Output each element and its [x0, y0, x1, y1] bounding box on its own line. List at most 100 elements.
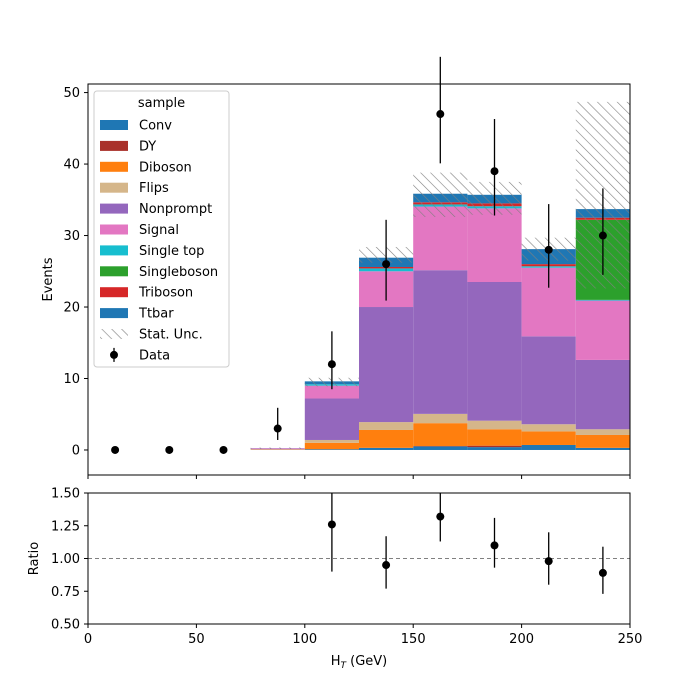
bar-segment: [359, 447, 414, 450]
legend-swatch: [100, 266, 128, 277]
bar-segment: [304, 439, 359, 443]
legend-label: Diboson: [139, 160, 192, 175]
ratio-y-tick-label: 0.50: [51, 618, 80, 633]
bar-segment: [467, 447, 522, 450]
bar-segment: [304, 449, 359, 450]
legend-label: Flips: [139, 181, 169, 196]
main-plot-frame: [87, 83, 631, 476]
data-point: [544, 245, 553, 254]
legend-swatch: [100, 245, 128, 256]
legend-item: Nonprompt: [100, 202, 212, 217]
bar-segment: [413, 446, 468, 450]
bar-segment: [467, 208, 522, 283]
ratio-y-tick-label: 1.25: [51, 519, 80, 534]
legend-swatch: [100, 120, 128, 130]
series-flips: [250, 413, 630, 450]
bar-segment: [575, 300, 630, 360]
legend-swatch: [100, 140, 128, 151]
y-tick-label: 30: [63, 229, 80, 244]
bar-segment: [575, 434, 630, 448]
bar-segment: [467, 282, 522, 421]
legend-swatch: [100, 182, 128, 193]
bar-segment: [575, 299, 630, 301]
bar-segment: [304, 442, 359, 450]
bar-segment: [467, 429, 522, 446]
ratio-point: [382, 561, 391, 570]
legend-item: Diboson: [100, 160, 192, 175]
bar-segment: [575, 447, 630, 450]
legend-swatch: [100, 161, 128, 172]
bar-segment: [413, 206, 468, 271]
data-point: [436, 110, 445, 119]
bar-segment: [413, 270, 468, 414]
y-tick-label: 0: [72, 443, 80, 458]
legend-label: Signal: [139, 223, 179, 238]
x-tick-label: 100: [292, 632, 317, 647]
legend-label: Data: [139, 348, 170, 363]
legend-item: Flips: [100, 181, 169, 196]
data-point: [219, 445, 228, 454]
legend-item: Triboson: [100, 286, 193, 301]
legend-item: Single top: [100, 244, 204, 259]
bar-segment: [521, 424, 576, 432]
y-tick-label: 50: [63, 86, 80, 101]
bar-segment: [575, 429, 630, 435]
legend-item: Ttbar: [100, 307, 174, 322]
ratio-y-tick-label: 1.50: [51, 487, 80, 502]
bar-segment: [359, 422, 414, 430]
data-point: [273, 424, 282, 433]
legend-label: Stat. Unc.: [139, 328, 203, 343]
ratio-point: [327, 520, 336, 529]
stat-unc-box: [250, 447, 305, 449]
main-y-axis: 0 10 20 30 40 50: [63, 86, 88, 458]
series-signal: [250, 206, 630, 449]
legend-label: Singleboson: [139, 265, 218, 280]
data-points: [111, 56, 607, 454]
bar-segment: [413, 413, 468, 424]
legend-label: DY: [139, 139, 156, 154]
main-plot-area: [250, 101, 630, 450]
bar-segment: [467, 445, 522, 448]
data-point: [598, 231, 607, 240]
legend-title: sample: [138, 96, 185, 111]
bar-segment: [521, 444, 576, 450]
legend-item: Data: [110, 347, 170, 363]
x-axis-label: HT (GeV): [331, 654, 388, 671]
ratio-plot-panel: 0.50 0.75 1.00 1.25 1.50 0 50 100 150 200 250 Rat…: [27, 487, 642, 672]
ratio-point: [436, 512, 445, 521]
legend-frame: [93, 90, 230, 368]
main-y-axis-label: Events: [41, 257, 56, 301]
legend-swatch: [100, 224, 128, 235]
x-tick-label: 200: [509, 632, 534, 647]
legend-label: Nonprompt: [139, 202, 212, 217]
bar-segment: [304, 398, 359, 440]
bar-segment: [304, 385, 359, 399]
y-tick-label: 20: [63, 301, 80, 316]
bar-segment: [521, 336, 576, 425]
legend-item: Conv: [100, 119, 172, 134]
legend-item: Singleboson: [100, 265, 218, 280]
bar-segment: [359, 307, 414, 423]
ratio-y-axis: 0.50 0.75 1.00 1.25 1.50: [51, 487, 88, 633]
x-tick-label: 50: [188, 632, 205, 647]
legend-label: Ttbar: [138, 307, 174, 322]
legend-item: Signal: [100, 223, 179, 238]
bar-segment: [413, 423, 468, 447]
data-point: [382, 260, 391, 269]
legend-label: Conv: [139, 119, 172, 134]
ratio-y-axis-label: Ratio: [27, 542, 42, 575]
ratio-point: [544, 557, 553, 566]
legend-swatch: [100, 308, 128, 319]
ratio-y-tick-label: 1.00: [51, 552, 80, 567]
ratio-y-tick-label: 0.75: [51, 585, 80, 600]
x-tick-label: 150: [401, 632, 426, 647]
series-conv: [304, 444, 630, 450]
data-point: [490, 167, 499, 176]
main-plot-panel: 0 10 20 30 40 50 Events sample Conv DY Diboson Fl…: [41, 56, 631, 479]
ratio-x-axis: 0 50 100 150 200 250: [84, 624, 642, 647]
bar-segment: [575, 359, 630, 430]
ratio-point: [490, 541, 499, 550]
bar-segment: [467, 420, 522, 430]
main-x-axis-ticks: [87, 475, 631, 479]
